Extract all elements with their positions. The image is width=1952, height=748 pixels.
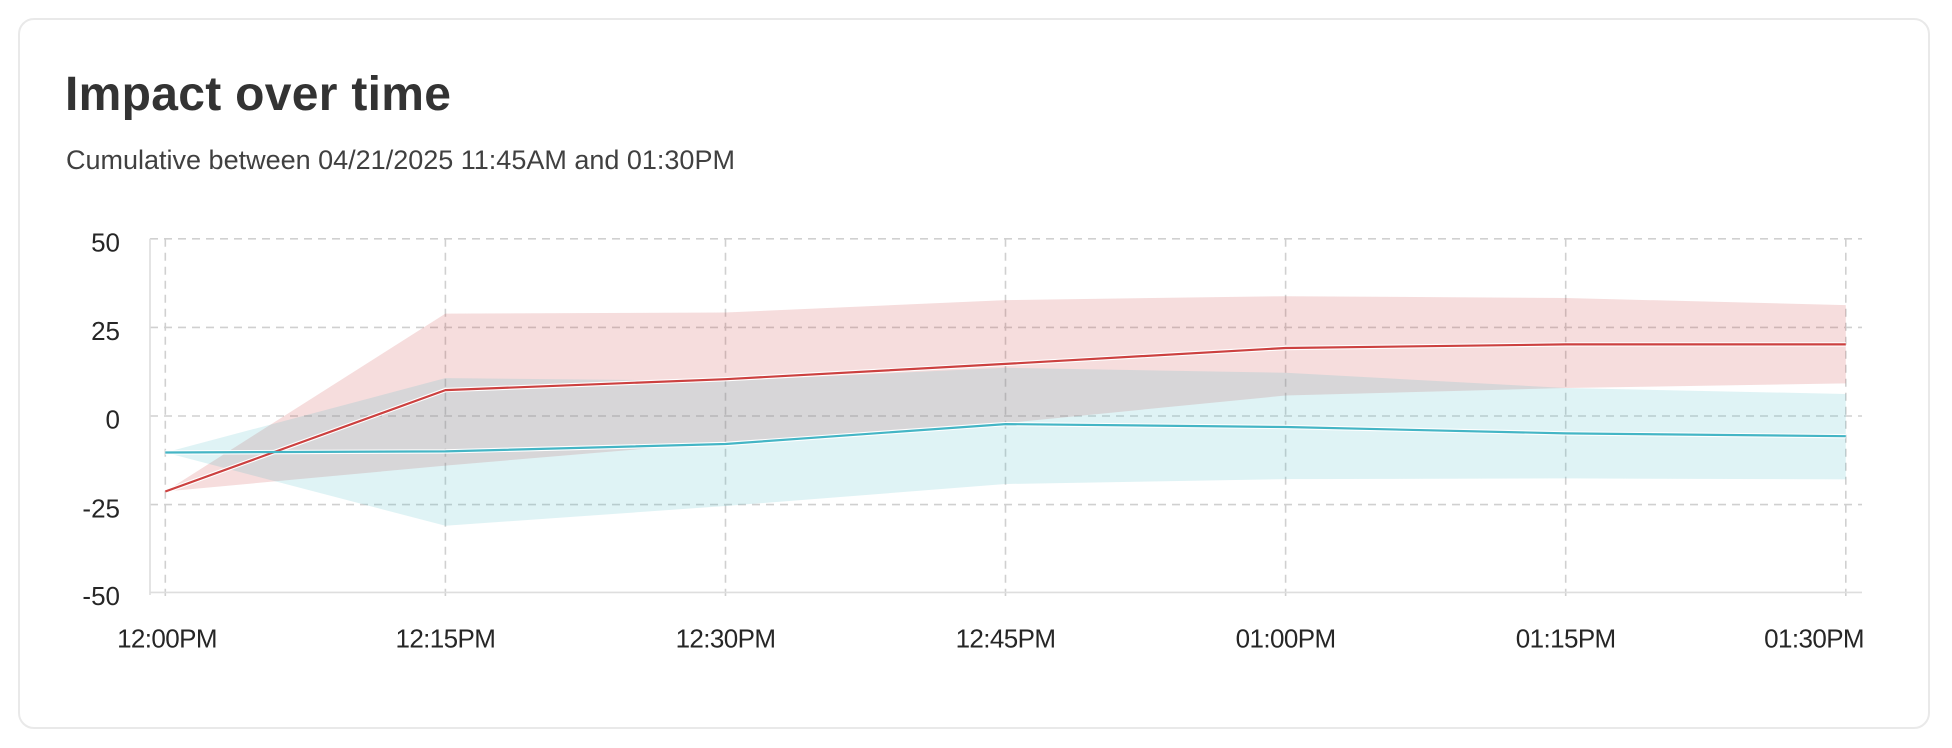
svg-text:01:15PM: 01:15PM — [1516, 624, 1616, 654]
svg-text:50: 50 — [91, 228, 120, 258]
svg-text:12:00PM: 12:00PM — [117, 624, 217, 654]
svg-text:12:30PM: 12:30PM — [676, 624, 776, 654]
svg-text:-50: -50 — [82, 581, 120, 611]
svg-text:12:45PM: 12:45PM — [956, 624, 1056, 654]
svg-text:01:30PM: 01:30PM — [1764, 624, 1864, 654]
svg-text:-25: -25 — [82, 493, 120, 523]
svg-text:12:15PM: 12:15PM — [395, 624, 495, 654]
svg-text:25: 25 — [91, 316, 120, 346]
svg-text:0: 0 — [106, 405, 120, 435]
svg-text:01:00PM: 01:00PM — [1236, 624, 1336, 654]
